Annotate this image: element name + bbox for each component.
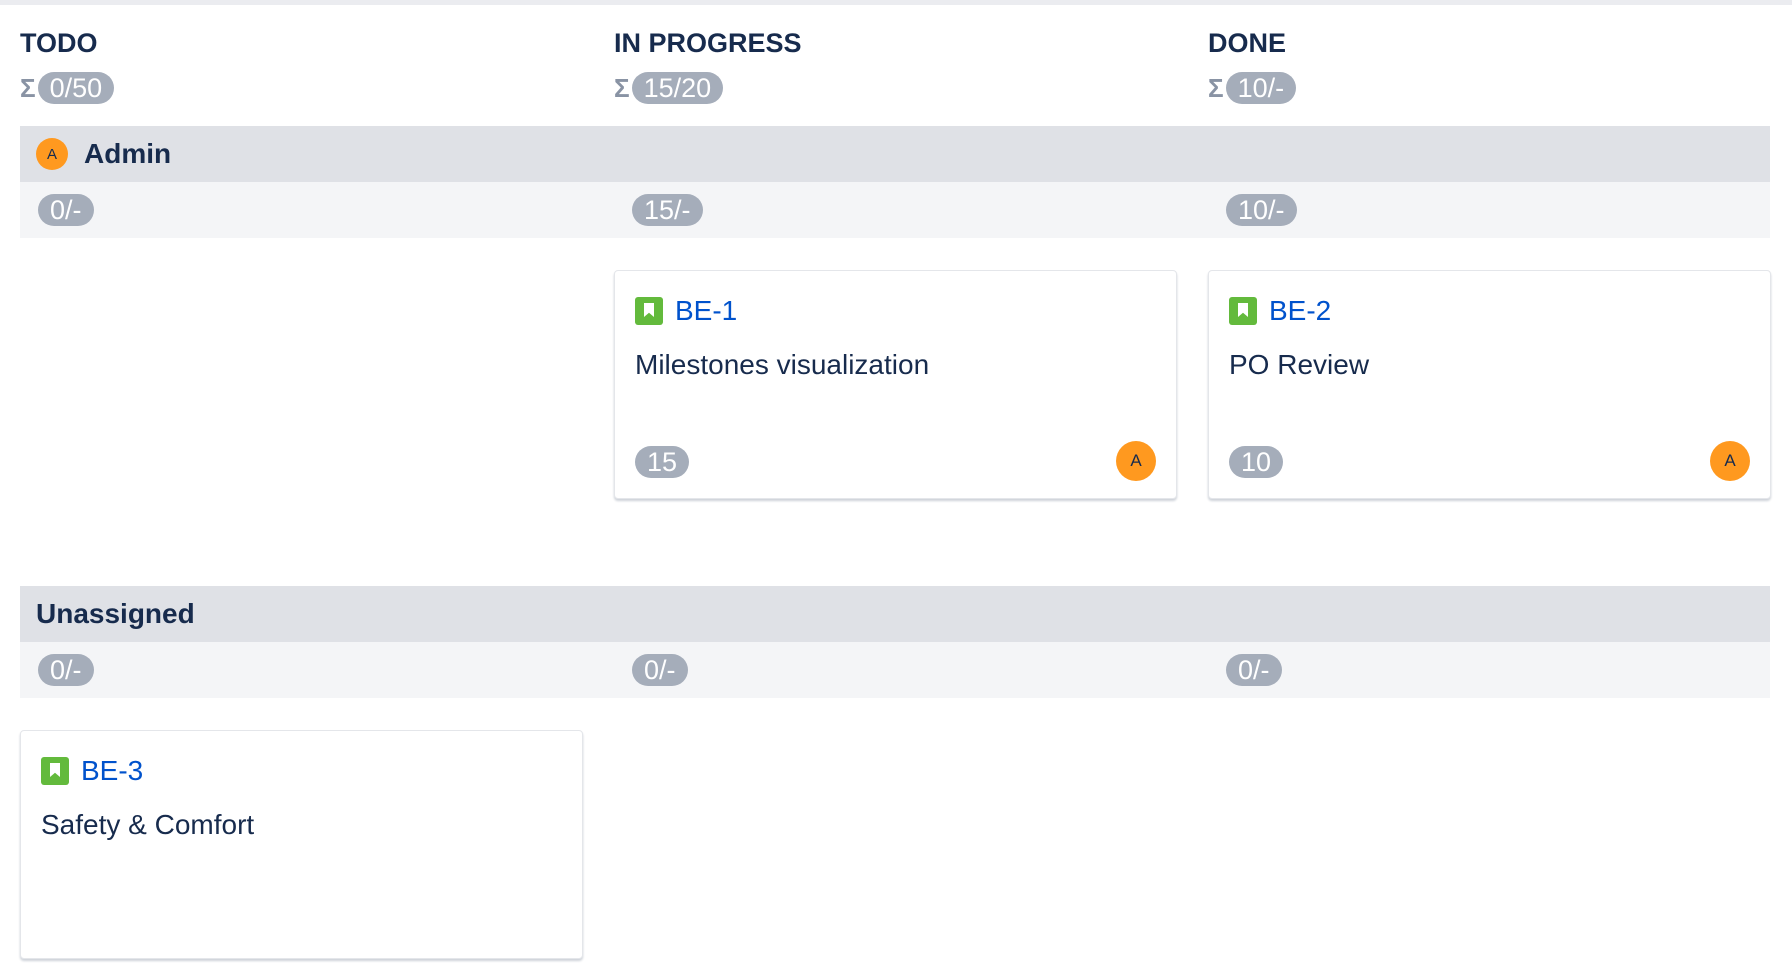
sigma-icon: Σ	[614, 72, 630, 103]
column-header-todo: TODO Σ 0/50	[20, 26, 583, 104]
column-header-in-progress: IN PROGRESS Σ 15/20	[614, 26, 1177, 104]
avatar: A	[36, 138, 68, 170]
issue-summary: Milestones visualization	[635, 349, 930, 380]
count-badge: 0/-	[38, 194, 94, 226]
column-title: IN PROGRESS	[614, 28, 802, 58]
column-header-done: DONE Σ 10/-	[1208, 26, 1771, 104]
swimlane-counts: 0/- 15/- 10/-	[20, 182, 1770, 238]
count-badge: 10/-	[1226, 194, 1297, 226]
swimlane-title: Unassigned	[36, 598, 195, 629]
count-badge: 0/-	[632, 654, 688, 686]
issue-card[interactable]: BE-1 Milestones visualization 15 A	[614, 270, 1177, 499]
sigma-icon: Σ	[20, 72, 36, 103]
column-sum-badge: 15/20	[631, 72, 724, 104]
column-sum-badge: 0/50	[37, 72, 115, 104]
story-icon	[41, 757, 69, 785]
swimlane-unassigned[interactable]: Unassigned	[20, 586, 1770, 642]
issue-card[interactable]: BE-2 PO Review 10 A	[1208, 270, 1771, 499]
issue-summary: Safety & Comfort	[41, 809, 255, 840]
swimlane-counts: 0/- 0/- 0/-	[20, 642, 1770, 698]
assignee-avatar[interactable]: A	[1710, 441, 1750, 481]
issue-summary: PO Review	[1229, 349, 1370, 380]
swimlane-title: Admin	[84, 138, 172, 169]
count-badge: 15/-	[632, 194, 703, 226]
assignee-avatar[interactable]: A	[1116, 441, 1156, 481]
column-title: TODO	[20, 28, 98, 58]
count-badge: 0/-	[38, 654, 94, 686]
swimlane-admin[interactable]: A Admin	[20, 126, 1770, 182]
story-icon	[1229, 297, 1257, 325]
count-badge: 0/-	[1226, 654, 1282, 686]
issue-key-link[interactable]: BE-2	[1269, 295, 1332, 326]
column-sum-badge: 10/-	[1225, 72, 1297, 104]
story-points-badge: 15	[635, 446, 690, 478]
story-icon	[635, 297, 663, 325]
issue-key-link[interactable]: BE-3	[81, 755, 144, 786]
issue-key-link[interactable]: BE-1	[675, 295, 738, 326]
issue-card[interactable]: BE-3 Safety & Comfort	[20, 730, 583, 959]
story-points-badge: 10	[1229, 446, 1284, 478]
top-bar	[0, 0, 1792, 5]
column-title: DONE	[1208, 28, 1287, 58]
sigma-icon: Σ	[1208, 72, 1224, 103]
